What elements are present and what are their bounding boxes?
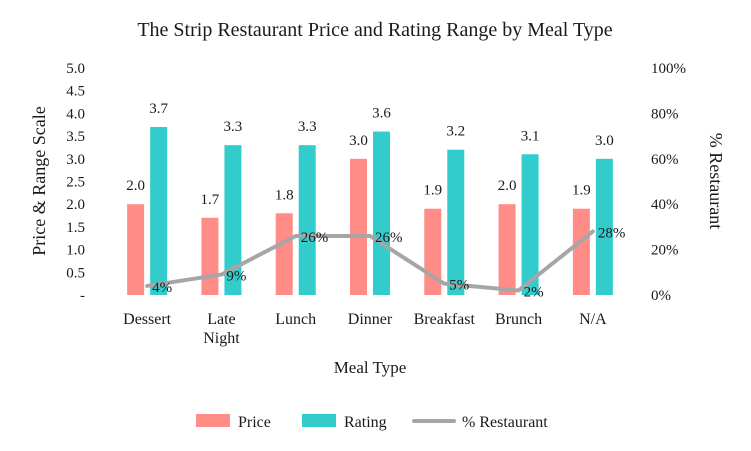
x-tick-label: Brunch — [495, 311, 542, 328]
chart-title: The Strip Restaurant Price and Rating Ra… — [137, 19, 612, 41]
bars-group: 2.0 1.7 1.8 3.0 1.9 2.0 1.9 3.7 3.3 3.3 3.6 3.2 3.1 3… — [126, 101, 614, 296]
y2-tick-label: 40% — [651, 197, 679, 213]
price-data-label: 2.0 — [498, 178, 517, 194]
x-tick-label: Night — [203, 330, 240, 347]
category-labels: Dessert Late Night Lunch Dinner Breakfast Brun… — [123, 311, 607, 347]
rating-bar — [521, 154, 539, 295]
y-tick-label: 2.0 — [66, 197, 85, 213]
y-tick-label: 1.5 — [66, 220, 85, 236]
rating-data-label: 3.6 — [372, 106, 391, 122]
y-tick-label: 0.5 — [66, 265, 85, 281]
rating-data-label: 3.7 — [149, 101, 168, 117]
pct-restaurant-data-label: 26% — [301, 230, 329, 246]
legend-label--restaurant: % Restaurant — [462, 414, 548, 431]
legend-label-price: Price — [238, 414, 271, 431]
price-bar — [572, 208, 590, 295]
y-axis-title: Price & Range Scale — [29, 106, 49, 255]
rating-bar — [373, 131, 390, 295]
legend: Price Rating % Restaurant — [196, 414, 548, 431]
pct-restaurant-data-label: 26% — [375, 230, 403, 246]
legend-swatch-price — [196, 414, 230, 427]
pct-restaurant-data-label: 2% — [524, 284, 544, 300]
price-bar — [201, 217, 219, 295]
price-data-label: 1.9 — [423, 183, 442, 199]
y2-tick-label: 100% — [651, 61, 686, 77]
rating-data-label: 3.0 — [595, 133, 614, 149]
x-tick-label: Dessert — [123, 311, 172, 328]
rating-bar — [595, 158, 613, 295]
rating-bar — [150, 127, 168, 296]
pct-restaurant-line — [145, 229, 595, 293]
rating-data-label: 3.2 — [446, 124, 465, 140]
y-axis-ticks: - 0.5 1.0 1.5 2.0 2.5 3.0 3.5 4.0 4.5 5.0 — [66, 61, 85, 304]
rating-bar — [298, 145, 316, 295]
price-data-label: 1.8 — [275, 187, 294, 203]
y-tick-label: 3.0 — [66, 152, 85, 168]
pct-restaurant-data-label: 4% — [152, 280, 172, 296]
line-group: 4% 9% 26% 26% 5% 2% 28% — [145, 225, 626, 300]
y-tick-label: 2.5 — [66, 175, 85, 191]
x-axis-title: Meal Type — [334, 358, 407, 377]
y-tick-label: 1.0 — [66, 243, 85, 259]
price-data-label: 2.0 — [126, 178, 145, 194]
price-bar — [350, 158, 367, 295]
legend-swatch-rating — [302, 414, 336, 427]
x-tick-label: Lunch — [275, 311, 316, 328]
legend-label-rating: Rating — [344, 414, 387, 431]
y2-tick-label: 80% — [651, 106, 679, 122]
price-bar — [127, 204, 145, 295]
price-bar — [498, 204, 516, 295]
y-tick-label: 4.0 — [66, 106, 85, 122]
x-tick-label: Late — [207, 311, 235, 328]
y2-axis-ticks: 0% 20% 40% 60% 80% 100% — [651, 61, 686, 304]
x-tick-label: Breakfast — [414, 311, 476, 328]
rating-data-label: 3.3 — [224, 119, 243, 135]
y-tick-label: - — [80, 288, 85, 304]
y2-tick-label: 60% — [651, 152, 679, 168]
rating-bar — [224, 145, 242, 295]
rating-data-label: 3.3 — [298, 119, 317, 135]
pct-restaurant-data-label: 9% — [226, 269, 246, 285]
y2-tick-label: 0% — [651, 288, 671, 304]
price-data-label: 1.7 — [201, 192, 220, 208]
y2-tick-label: 20% — [651, 243, 679, 259]
y-tick-label: 4.5 — [66, 84, 85, 100]
pct-restaurant-data-label: 28% — [598, 225, 626, 241]
rating-bar — [447, 149, 465, 295]
y2-axis-title: % Restaurant — [706, 133, 726, 229]
price-bar — [275, 213, 293, 295]
x-tick-label: Dinner — [348, 311, 393, 328]
price-data-label: 1.9 — [572, 183, 591, 199]
pct-restaurant-data-label: 5% — [449, 278, 469, 294]
y-tick-label: 3.5 — [66, 129, 85, 145]
y-tick-label: 5.0 — [66, 61, 85, 77]
rating-data-label: 3.1 — [521, 128, 540, 144]
x-tick-label: N/A — [579, 311, 607, 328]
price-data-label: 3.0 — [349, 133, 368, 149]
